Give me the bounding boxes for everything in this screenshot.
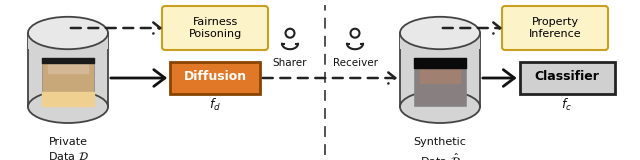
Text: Sharer: Sharer bbox=[273, 58, 307, 68]
Ellipse shape bbox=[28, 17, 108, 49]
Ellipse shape bbox=[400, 17, 480, 49]
Text: Classifier: Classifier bbox=[534, 71, 600, 84]
Bar bbox=[400, 33, 480, 49]
Bar bbox=[28, 33, 108, 107]
Ellipse shape bbox=[28, 91, 108, 123]
Text: Synthetic
Data $\hat{\mathcal{D}}$: Synthetic Data $\hat{\mathcal{D}}$ bbox=[413, 137, 467, 160]
Bar bbox=[400, 33, 480, 107]
Text: Private
Data $\mathcal{D}$: Private Data $\mathcal{D}$ bbox=[47, 137, 88, 160]
FancyBboxPatch shape bbox=[520, 62, 614, 94]
Text: $f_{c}$: $f_{c}$ bbox=[561, 97, 573, 113]
FancyBboxPatch shape bbox=[162, 6, 268, 50]
Bar bbox=[414, 58, 466, 106]
Ellipse shape bbox=[400, 91, 480, 123]
Text: Fairness
Poisoning: Fairness Poisoning bbox=[188, 17, 242, 39]
FancyBboxPatch shape bbox=[502, 6, 608, 50]
Bar bbox=[28, 33, 108, 49]
Bar bbox=[42, 58, 94, 106]
Text: Diffusion: Diffusion bbox=[184, 71, 246, 84]
Text: Receiver: Receiver bbox=[333, 58, 378, 68]
Text: Property
Inference: Property Inference bbox=[529, 17, 581, 39]
Text: $f_{d}$: $f_{d}$ bbox=[209, 97, 221, 113]
FancyBboxPatch shape bbox=[170, 62, 260, 94]
